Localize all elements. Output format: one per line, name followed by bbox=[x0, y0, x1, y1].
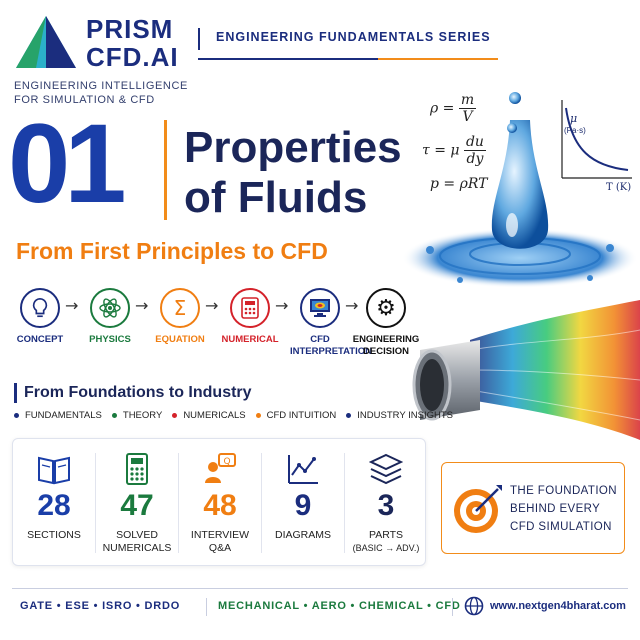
arrow-right-icon: → bbox=[275, 296, 289, 315]
viscosity-temperature-plot bbox=[561, 100, 632, 179]
foundations-title: From Foundations to Industry bbox=[24, 384, 252, 401]
footer-separator bbox=[206, 598, 207, 616]
gear-icon: ⚙ bbox=[366, 288, 406, 328]
target-icon bbox=[454, 485, 502, 533]
stat-value: 9 bbox=[294, 489, 312, 522]
foundations-list: FUNDAMENTALS THEORY NUMERICALS CFD INTUI… bbox=[14, 410, 453, 421]
shear-stress-formula: τ = μ du dy bbox=[422, 134, 486, 167]
stat-parts: 3 PARTS (BASIC → ADV.) bbox=[345, 439, 427, 567]
workflow-step-numerical bbox=[230, 288, 270, 328]
stat-divider bbox=[95, 453, 96, 553]
workflow-step-cfd bbox=[300, 288, 340, 328]
arrow-right-icon: → bbox=[205, 296, 219, 315]
stat-value: 3 bbox=[377, 489, 395, 522]
stat-value: 28 bbox=[37, 489, 71, 522]
arrow-right-icon: → bbox=[345, 296, 359, 315]
workflow-label-physics: PHYSICS bbox=[89, 334, 131, 345]
interview-icon: Q bbox=[205, 453, 236, 483]
workflow-label-decision: ENGINEERING DECISION bbox=[352, 334, 420, 357]
viscosity-axis-label: μ bbox=[570, 112, 578, 125]
title-divider bbox=[164, 120, 167, 220]
workflow-step-concept bbox=[20, 288, 60, 328]
prism-logo-icon bbox=[16, 16, 76, 68]
workflow-label-numerical: NUMERICAL bbox=[221, 334, 279, 345]
stat-label: PARTS (BASIC → ADV.) bbox=[352, 529, 420, 553]
foundations-accent-bar bbox=[14, 383, 17, 403]
footer-separator bbox=[452, 598, 453, 616]
chart-icon bbox=[288, 455, 318, 484]
arrow-right-icon: → bbox=[135, 296, 149, 315]
stat-divider bbox=[178, 453, 179, 553]
brand-tagline-line1: ENGINEERING INTELLIGENCE bbox=[14, 80, 188, 92]
series-divider bbox=[198, 28, 498, 50]
svg-text:Q: Q bbox=[223, 457, 230, 467]
globe-icon bbox=[464, 596, 484, 616]
stat-divider bbox=[261, 453, 262, 553]
workflow-step-physics bbox=[90, 288, 130, 328]
page-title-line1: Properties bbox=[184, 123, 402, 172]
ideal-gas-formula: p = ρRT bbox=[430, 176, 488, 192]
stat-diagrams: 9 DIAGRAMS bbox=[262, 439, 344, 567]
stat-sections: 28 SECTIONS bbox=[13, 439, 95, 567]
viscosity-axis-unit: (Pa·s) bbox=[564, 126, 586, 135]
stat-interview: Q 48 INTERVIEW Q&A bbox=[179, 439, 261, 567]
page-title-line2: of Fluids bbox=[184, 173, 368, 222]
lightbulb-icon bbox=[20, 288, 60, 328]
stat-value: 48 bbox=[203, 489, 237, 522]
footer-exams: GATE • ESE • ISRO • DRDO bbox=[20, 600, 181, 612]
list-item: FUNDAMENTALS bbox=[14, 410, 102, 421]
page-subtitle: From First Principles to CFD bbox=[16, 238, 328, 264]
footer-divider bbox=[12, 588, 628, 589]
calculator-icon bbox=[230, 288, 270, 328]
foundation-card-line3: CFD SIMULATION bbox=[510, 521, 612, 533]
workflow-step-equation: Σ bbox=[160, 288, 200, 328]
workflow-step-decision: ⚙ bbox=[366, 288, 406, 328]
brand-name-line1: PRISM bbox=[86, 14, 174, 44]
monitor-icon bbox=[300, 288, 340, 328]
stat-label: SOLVED NUMERICALS bbox=[102, 529, 172, 554]
stat-label: DIAGRAMS bbox=[274, 529, 331, 541]
stat-numericals: 47 SOLVED NUMERICALS bbox=[96, 439, 178, 567]
layers-icon bbox=[369, 453, 403, 485]
stat-value: 47 bbox=[120, 489, 154, 522]
sigma-icon: Σ bbox=[160, 288, 200, 328]
workflow-label-equation: EQUATION bbox=[155, 334, 205, 345]
website-link[interactable]: www.nextgen4bharat.com bbox=[490, 600, 626, 612]
calculator-icon bbox=[126, 453, 148, 485]
atom-icon bbox=[90, 288, 130, 328]
list-item: NUMERICALS bbox=[172, 410, 246, 421]
list-item: INDUSTRY INSIGHTS bbox=[346, 410, 453, 421]
workflow-label-concept: CONCEPT bbox=[16, 334, 64, 345]
brand-name-line2: CFD.AI bbox=[86, 42, 179, 72]
workflow-label-cfd: CFD INTERPRETATION bbox=[290, 334, 372, 357]
foundation-card-line2: BEHIND EVERY bbox=[510, 503, 601, 515]
stat-label: SECTIONS bbox=[27, 529, 81, 541]
brand-tagline-line2: FOR SIMULATION & CFD bbox=[14, 94, 155, 106]
pipe-flow-illustration bbox=[412, 300, 640, 440]
water-drop-illustration bbox=[402, 92, 638, 288]
list-item: CFD INTUITION bbox=[255, 410, 336, 421]
arrow-right-icon: → bbox=[65, 296, 79, 315]
chapter-number: 01 bbox=[8, 101, 127, 226]
series-title: ENGINEERING FUNDAMENTALS SERIES bbox=[216, 30, 491, 44]
footer-branches: MECHANICAL • AERO • CHEMICAL • CFD bbox=[218, 600, 461, 612]
foundation-card-line1: THE FOUNDATION bbox=[510, 485, 617, 497]
temperature-axis-label: T (K) bbox=[606, 182, 632, 193]
list-item: THEORY bbox=[111, 410, 162, 421]
foundation-card: THE FOUNDATION BEHIND EVERY CFD SIMULATI… bbox=[441, 462, 625, 554]
stats-card: 28 SECTIONS 47 SOLVED NUMERICALS Q 48 INT… bbox=[12, 438, 426, 566]
stat-label: INTERVIEW Q&A bbox=[190, 529, 250, 554]
book-icon bbox=[38, 456, 70, 485]
series-underline bbox=[198, 58, 498, 60]
stat-divider bbox=[344, 453, 345, 553]
